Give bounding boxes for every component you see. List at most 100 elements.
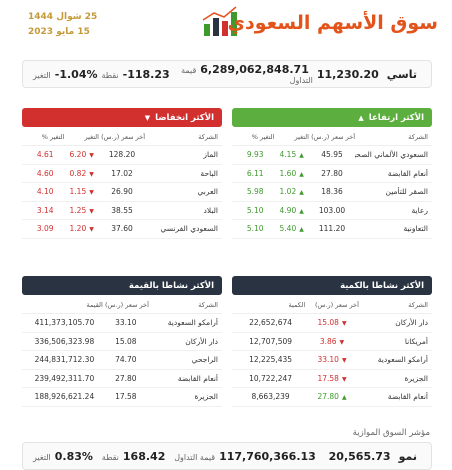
table-row: أنعام القابضة 27.80 8,663,239: [232, 388, 432, 407]
table-cell: الراجحي: [191, 355, 218, 365]
change-label: التغير: [33, 70, 51, 80]
table-row: دار الأركان 15.08 336,506,323.98: [22, 333, 222, 351]
table-cell: 17.58: [115, 392, 137, 402]
table-cell: 15.08: [305, 318, 359, 327]
table-row: الماز 128.20 6.20 4.61: [22, 146, 222, 165]
table-cell: رعاية: [411, 205, 429, 215]
table-cell: 411,373,105.70: [34, 318, 95, 328]
points-label: نقطة: [101, 70, 119, 80]
table-cell: 17.02: [111, 168, 133, 178]
main-index: تاسي 11,230.20 6,289,062,848.71قيمة التدا…: [22, 60, 432, 88]
table-cell: الصقر للتأمين: [385, 187, 429, 197]
table-cell: 0.82: [64, 169, 99, 178]
turnover: 6,289,062,848.71: [200, 63, 309, 76]
table-row: أنعام القابضة 27.80 1.60 6.11: [232, 165, 432, 183]
table-row: الجزيرة 17.58 10,722,247: [232, 370, 432, 388]
table-cell: 1.20: [64, 224, 99, 233]
index-name: نمو: [398, 449, 417, 463]
table-cell: دار الأركان: [185, 336, 218, 346]
table-cell: 4.10: [36, 187, 54, 197]
table-row: البلاد 38.55 1.25 3.14: [22, 202, 222, 220]
table-cell: 128.20: [108, 150, 136, 160]
table-cell: البلاد: [203, 205, 218, 215]
turnover: 117,760,366.13: [219, 449, 316, 463]
change: 0.83%: [54, 449, 93, 463]
table-header: الأكثر ارتفاعا ▲: [232, 108, 432, 127]
table-cell: 188,926,621.24: [34, 392, 95, 402]
table-cell: 1.60: [274, 169, 309, 178]
title: سوق الأسهم السعودي: [227, 12, 438, 34]
turnover-label: قيمة التداول: [174, 452, 216, 462]
date-hijri: 25 شوال 1444: [28, 12, 98, 22]
column-header: التغير: [84, 133, 99, 141]
table-row: أنعام القابضة 27.80 239,492,311.70: [22, 370, 222, 388]
table-row: الجزيرة 17.58 188,926,621.24: [22, 388, 222, 407]
table-cell: أنعام القابضة: [177, 373, 218, 383]
table-cell: 1.25: [64, 206, 99, 215]
table-header: الأكثر انخفاضا ▼: [22, 108, 222, 127]
arrow-icon: ▲: [358, 113, 364, 122]
table-cell: أرامكو السعودية: [167, 318, 218, 328]
column-header: آخر سعر (ر.س): [314, 301, 359, 309]
points: -118.23: [122, 67, 170, 81]
table-cell: 6.11: [246, 168, 264, 178]
table-panel: الأكثر نشاطا بالقيمة الشركة آخر سعر (ر.س) ا…: [22, 276, 222, 407]
table-cell: 26.90: [111, 187, 133, 197]
column-header: القيمة: [86, 301, 103, 309]
table-row: السعودي الألماني الصحية 45.95 4.15 9.93: [232, 146, 432, 165]
column-headers: الشركة آخر سعر (ر.س) التغير التغير %: [22, 127, 222, 146]
table-cell: 15.08: [115, 336, 137, 346]
parallel-index: نمو20,565.73 117,760,366.13قيمة التداول …: [22, 442, 432, 470]
points: 168.42: [122, 449, 166, 463]
table-cell: أنعام القابضة: [387, 392, 428, 402]
table-cell: السعودي الألماني الصحية: [355, 150, 428, 160]
table-row: رعاية 103.00 4.90 5.10: [232, 202, 432, 220]
table-cell: 4.60: [36, 168, 54, 178]
table-cell: 103.00: [318, 205, 346, 215]
index-name: تاسي: [386, 67, 417, 81]
table-cell: 1.15: [64, 187, 99, 196]
table-cell: 27.80: [321, 168, 343, 178]
date-gregorian: 15 مايو 2023: [28, 27, 90, 37]
table-cell: 111.20: [318, 224, 346, 234]
column-header: التغير %: [251, 133, 275, 141]
points-label: نقطة: [101, 452, 119, 462]
table-title: الأكثر انخفاضا: [155, 112, 214, 123]
turnover-label: قيمة التداول: [181, 66, 313, 85]
table-cell: 5.10: [246, 224, 264, 234]
table-title: الأكثر نشاطا بالكمية: [340, 280, 424, 291]
table-cell: 4.61: [36, 150, 54, 160]
table-cell: أرامكو السعودية: [377, 355, 428, 365]
table-cell: 12,225,435: [249, 355, 293, 365]
table-cell: 1.02: [274, 187, 309, 196]
table-cell: 27.80: [115, 373, 137, 383]
table-cell: 6.20: [64, 150, 99, 159]
table-cell: 5.40: [274, 224, 309, 233]
table-cell: 10,722,247: [249, 373, 293, 383]
logo-icon: [202, 6, 237, 36]
table-header: الأكثر نشاطا بالقيمة: [22, 276, 222, 295]
table-cell: 22,652,674: [249, 318, 293, 328]
column-header: آخر سعر (ر.س): [311, 133, 356, 141]
parallel-title: مؤشر السوق الموازية: [352, 428, 430, 438]
column-headers: الشركة آخر سعر (ر.س) القيمة: [22, 295, 222, 314]
table-panel: الأكثر ارتفاعا ▲ الشركة آخر سعر (ر.س) التغير…: [232, 108, 432, 239]
table-cell: 45.95: [321, 150, 343, 160]
table-row: أمريكانا 3.86 12,707,509: [232, 333, 432, 351]
table-cell: الباحة: [200, 168, 218, 178]
column-header: الشركة: [408, 301, 428, 309]
table-cell: 3.86: [305, 337, 359, 346]
table-cell: أنعام القابضة: [387, 168, 428, 178]
table-row: الصقر للتأمين 18.36 1.02 5.98: [232, 183, 432, 202]
table-row: الراجحي 74.70 244,831,712.30: [22, 351, 222, 370]
table-cell: 33.10: [115, 318, 137, 328]
table-panel: الأكثر نشاطا بالكمية الشركة آخر سعر (ر.س) ا…: [232, 276, 432, 407]
table-cell: 37.60: [111, 224, 133, 234]
table-header: الأكثر نشاطا بالكمية: [232, 276, 432, 295]
table-cell: 3.09: [36, 224, 54, 234]
table-cell: دار الأركان: [395, 318, 428, 328]
column-header: الشركة: [408, 133, 428, 141]
table-row: أرامكو السعودية 33.10 411,373,105.70: [22, 314, 222, 333]
table-cell: 4.15: [274, 150, 309, 159]
table-cell: 17.58: [305, 374, 359, 383]
